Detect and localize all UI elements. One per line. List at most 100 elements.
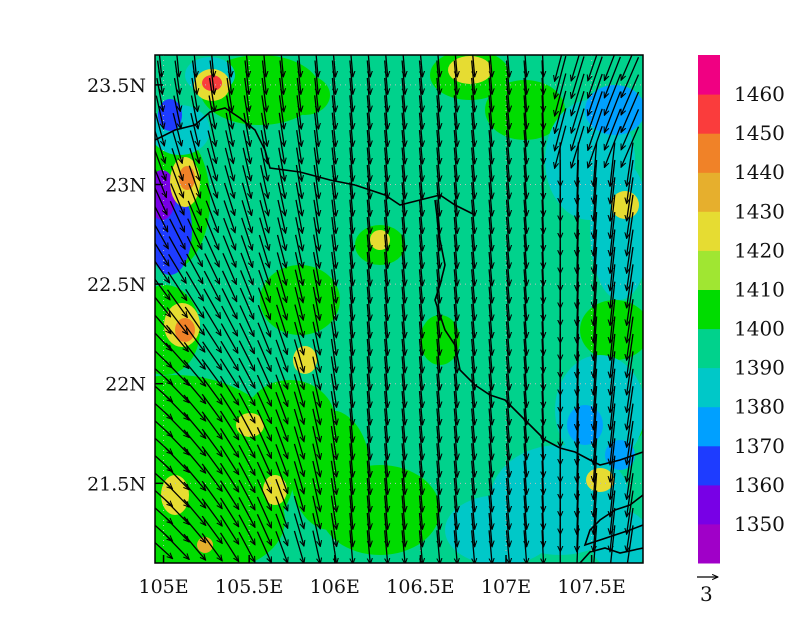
- colorbar-bin: [698, 55, 720, 95]
- wind-vector: [471, 164, 475, 199]
- wind-vector: [313, 112, 319, 147]
- wind-vector: [331, 199, 336, 234]
- wind-vector: [384, 391, 388, 425]
- x-axis: 105E 105.5E 106E 106.5E 107E 107.5E: [138, 555, 626, 598]
- wind-vector: [331, 269, 337, 303]
- colorbar-bin: [698, 211, 720, 251]
- wind-vector: [627, 159, 634, 204]
- wind-vector: [488, 443, 492, 477]
- wind-vector: [418, 460, 423, 495]
- wind-vector: [228, 55, 231, 77]
- wind-vector: [165, 342, 189, 368]
- wind-vector: [524, 304, 527, 338]
- wind-vector: [183, 533, 206, 560]
- wind-vector: [488, 234, 492, 269]
- wind-vector: [366, 338, 370, 373]
- wind-vector: [293, 426, 304, 460]
- wind-vector: [331, 182, 336, 216]
- wind-vector: [610, 333, 616, 378]
- wind-vector: [524, 147, 527, 182]
- wind-vector: [276, 234, 287, 268]
- wind-vector: [226, 95, 233, 129]
- colorbar-label: 1410: [734, 278, 785, 302]
- wind-vector: [256, 392, 272, 424]
- wind-vector: [627, 438, 634, 482]
- wind-vector: [349, 478, 353, 512]
- wind-vector: [219, 445, 239, 475]
- wind-vector: [610, 455, 616, 500]
- wind-vector: [314, 60, 318, 95]
- contour-patch: [586, 468, 614, 492]
- wind-vector: [331, 95, 335, 129]
- wind-vector: [488, 217, 492, 251]
- wind-vector: [223, 182, 235, 215]
- wind-vector: [384, 60, 388, 95]
- wind-vector: [436, 77, 440, 112]
- wind-vector: [366, 112, 370, 147]
- wind-vector: [488, 95, 492, 129]
- wind-vector: [293, 495, 304, 529]
- wind-vector: [330, 495, 336, 530]
- wind-vector: [238, 375, 255, 406]
- wind-vector: [472, 55, 475, 77]
- wind-vector: [155, 278, 170, 300]
- wind-vector: [184, 324, 205, 352]
- wind-vector: [505, 460, 510, 495]
- y-axis: 23.5N 23N 22.5N 22N 21.5N: [87, 75, 163, 495]
- wind-vector: [453, 269, 457, 303]
- wind-vector: [331, 130, 336, 164]
- wind-vector: [610, 177, 616, 221]
- wind-vector: [349, 408, 353, 443]
- wind-vector: [293, 530, 304, 563]
- wind-vector: [620, 74, 640, 115]
- colorbar-bin: [698, 172, 720, 212]
- reference-vector-label: 3: [700, 582, 713, 606]
- wind-vector: [349, 338, 353, 373]
- wind-vector: [542, 303, 543, 338]
- wind-vector: [190, 95, 199, 129]
- wind-vector: [453, 478, 457, 512]
- wind-vector: [219, 480, 239, 510]
- wind-vector: [401, 77, 405, 112]
- wind-vector: [242, 130, 251, 163]
- wind-vector: [183, 498, 206, 525]
- wind-vector: [293, 408, 304, 442]
- colorbar-label: 1350: [734, 512, 785, 536]
- wind-vector: [436, 425, 440, 460]
- wind-vector: [201, 446, 222, 474]
- wind-vector: [593, 525, 598, 563]
- colorbar-label: 1360: [734, 473, 785, 497]
- wind-vector: [436, 321, 440, 356]
- wind-vector: [384, 460, 388, 495]
- wind-vector: [207, 112, 216, 146]
- wind-vector: [166, 307, 188, 335]
- wind-vector: [275, 426, 288, 459]
- wind-vector: [275, 391, 288, 424]
- wind-vector: [418, 95, 423, 129]
- wind-vector: [296, 77, 301, 112]
- wind-vector: [542, 251, 543, 286]
- wind-vector: [330, 425, 336, 460]
- wind-vector: [349, 512, 353, 547]
- wind-vector: [488, 356, 492, 390]
- wind-vector: [454, 55, 457, 77]
- wind-vector: [627, 490, 634, 535]
- wind-vector: [453, 286, 457, 321]
- wind-vector: [524, 443, 527, 477]
- wind-vector: [312, 408, 320, 442]
- x-tick-label: 106E: [310, 576, 360, 598]
- wind-vector: [627, 507, 634, 552]
- wind-vector: [208, 77, 215, 112]
- wind-vector: [349, 199, 353, 234]
- wind-vector: [488, 495, 492, 530]
- wind-vector: [366, 286, 370, 321]
- wind-vector: [471, 182, 475, 216]
- wind-vector: [366, 164, 370, 199]
- wind-vector: [505, 443, 510, 477]
- wind-vector: [275, 409, 288, 442]
- wind-vector: [610, 264, 616, 308]
- wind-vector: [418, 147, 423, 182]
- wind-vector: [542, 356, 543, 390]
- wind-vector: [238, 497, 255, 527]
- wind-vector: [261, 95, 267, 129]
